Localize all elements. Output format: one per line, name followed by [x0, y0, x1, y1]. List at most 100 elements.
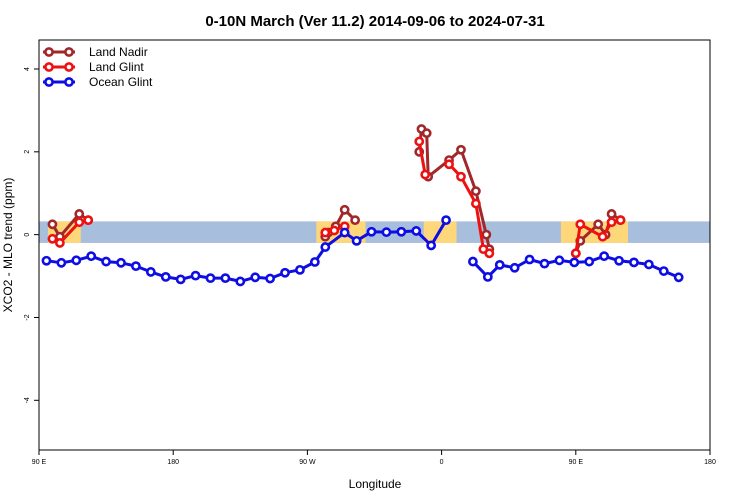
- data-point-1-4-3: [606, 217, 617, 228]
- data-point-0-1-4: [350, 215, 361, 226]
- plot-frame: [38, 39, 711, 451]
- x-axis-ticks: 90 E 180 90 W 0 90 E 180: [32, 450, 716, 466]
- chart-title: 0-10N March (Ver 11.2) 2014-09-06 to 202…: [205, 13, 544, 30]
- data-point-2-0-3: [86, 251, 97, 262]
- data-point-0-3-4: [606, 209, 617, 219]
- data-point-1-2-0: [414, 136, 425, 147]
- y-tick-label-4: 4: [24, 67, 31, 71]
- legend-label-0: Land Nadir: [89, 45, 148, 59]
- series-line-0-0: [51, 212, 90, 239]
- data-point-1-0-0: [47, 233, 58, 244]
- data-point-2-0-9: [175, 274, 186, 285]
- data-point-2-0-20: [339, 227, 350, 238]
- data-point-0-1-3: [339, 204, 350, 215]
- data-point-1-3-2: [470, 198, 481, 209]
- y-tick-label-1: -2: [24, 314, 31, 320]
- data-point-2-0-4: [101, 256, 111, 267]
- x-tick-label-3: 0: [440, 459, 444, 466]
- data-point-2-0-24: [396, 226, 407, 237]
- data-point-1-3-4: [484, 248, 495, 259]
- data-point-2-0-12: [220, 273, 231, 284]
- legend-marker-1: [44, 62, 54, 72]
- legend-marker-end-0: [64, 47, 74, 57]
- data-point-2-1-12: [643, 259, 654, 270]
- legend-label-2: Ocean Glint: [89, 75, 153, 89]
- data-point-2-1-10: [614, 255, 624, 266]
- x-tick-label-1: 180: [167, 459, 179, 466]
- data-point-1-0-2: [74, 217, 85, 228]
- data-point-1-4-4: [615, 215, 626, 226]
- y-tick-label-2: 0: [24, 233, 31, 237]
- data-point-1-1-1: [329, 225, 340, 236]
- legend-marker-0: [44, 47, 54, 57]
- legend-marker-end-1: [64, 62, 74, 72]
- data-point-2-0-5: [116, 257, 126, 268]
- legend-marker-2: [44, 77, 54, 87]
- data-point-0-2-5: [456, 144, 466, 155]
- series-1: [47, 136, 626, 259]
- data-point-1-3-0: [444, 159, 454, 170]
- series-layer: [41, 124, 684, 287]
- data-point-2-0-14: [250, 272, 261, 283]
- y-tick-label-3: 2: [24, 150, 31, 154]
- data-point-2-0-27: [441, 215, 451, 226]
- data-point-2-0-13: [235, 276, 246, 287]
- data-point-2-1-8: [584, 256, 595, 267]
- data-point-1-0-1: [54, 238, 65, 248]
- legend-label-1: Land Glint: [89, 60, 144, 74]
- data-point-2-0-16: [280, 267, 290, 278]
- data-point-2-1-6: [554, 255, 565, 266]
- data-point-0-2-2: [421, 128, 432, 139]
- data-point-1-4-1: [575, 219, 586, 230]
- data-point-2-0-11: [205, 273, 216, 284]
- data-point-2-0-1: [56, 257, 67, 268]
- series-2: [41, 215, 684, 287]
- data-point-2-0-2: [71, 255, 82, 266]
- data-point-2-0-21: [351, 235, 362, 246]
- data-point-0-3-2: [593, 219, 604, 230]
- data-point-1-3-1: [456, 171, 466, 182]
- data-point-2-1-3: [509, 262, 520, 273]
- data-point-1-2-1: [420, 169, 431, 180]
- y-tick-label-0: -4: [24, 397, 31, 403]
- data-point-2-1-7: [569, 257, 580, 268]
- y-axis-label: XCO2 - MLO trend (ppm): [1, 178, 15, 313]
- data-point-2-0-19: [320, 242, 331, 252]
- data-point-0-2-7: [481, 229, 492, 240]
- data-point-2-1-0: [468, 256, 478, 267]
- data-point-1-4-0: [570, 248, 581, 259]
- y-axis-ticks: -4 -2 0 2 4: [24, 67, 39, 403]
- data-point-2-1-9: [599, 251, 610, 262]
- data-point-1-4-2: [597, 231, 608, 242]
- data-point-2-0-8: [160, 271, 171, 282]
- data-point-2-0-15: [265, 273, 276, 284]
- x-axis-label: Longitude: [349, 477, 402, 491]
- data-point-2-0-10: [190, 270, 201, 281]
- data-point-0-2-6: [470, 186, 481, 197]
- data-point-2-1-11: [629, 257, 639, 268]
- x-tick-label-0: 90 E: [32, 459, 47, 466]
- data-point-2-0-7: [145, 267, 156, 277]
- data-point-2-1-13: [658, 266, 669, 276]
- data-point-2-0-25: [411, 226, 422, 236]
- data-point-2-1-5: [539, 258, 550, 269]
- data-point-2-0-22: [366, 226, 377, 237]
- series-line-1-2: [417, 141, 427, 175]
- data-point-2-0-17: [295, 264, 305, 275]
- data-point-1-0-3: [83, 215, 94, 226]
- data-point-0-0-2: [74, 209, 85, 219]
- data-point-2-0-6: [131, 261, 141, 272]
- data-point-0-0-0: [47, 219, 58, 230]
- data-point-2-0-18: [309, 257, 320, 267]
- data-point-2-1-14: [673, 272, 684, 283]
- data-point-2-1-4: [524, 254, 535, 265]
- data-point-2-1-1: [482, 271, 493, 282]
- x-tick-label-5: 180: [704, 459, 716, 466]
- data-point-2-0-23: [381, 227, 392, 238]
- series-line-2-0: [46, 219, 448, 283]
- legend-marker-end-2: [64, 77, 74, 87]
- data-point-2-1-2: [494, 259, 505, 270]
- data-point-2-0-0: [41, 255, 52, 266]
